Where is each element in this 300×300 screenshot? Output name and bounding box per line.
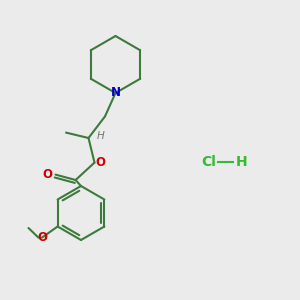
Text: Cl: Cl	[201, 155, 216, 169]
Text: N: N	[110, 86, 121, 100]
Text: H: H	[97, 130, 105, 141]
Text: O: O	[43, 167, 52, 181]
Text: O: O	[37, 231, 47, 244]
Text: H: H	[236, 155, 247, 169]
Text: O: O	[96, 156, 106, 169]
